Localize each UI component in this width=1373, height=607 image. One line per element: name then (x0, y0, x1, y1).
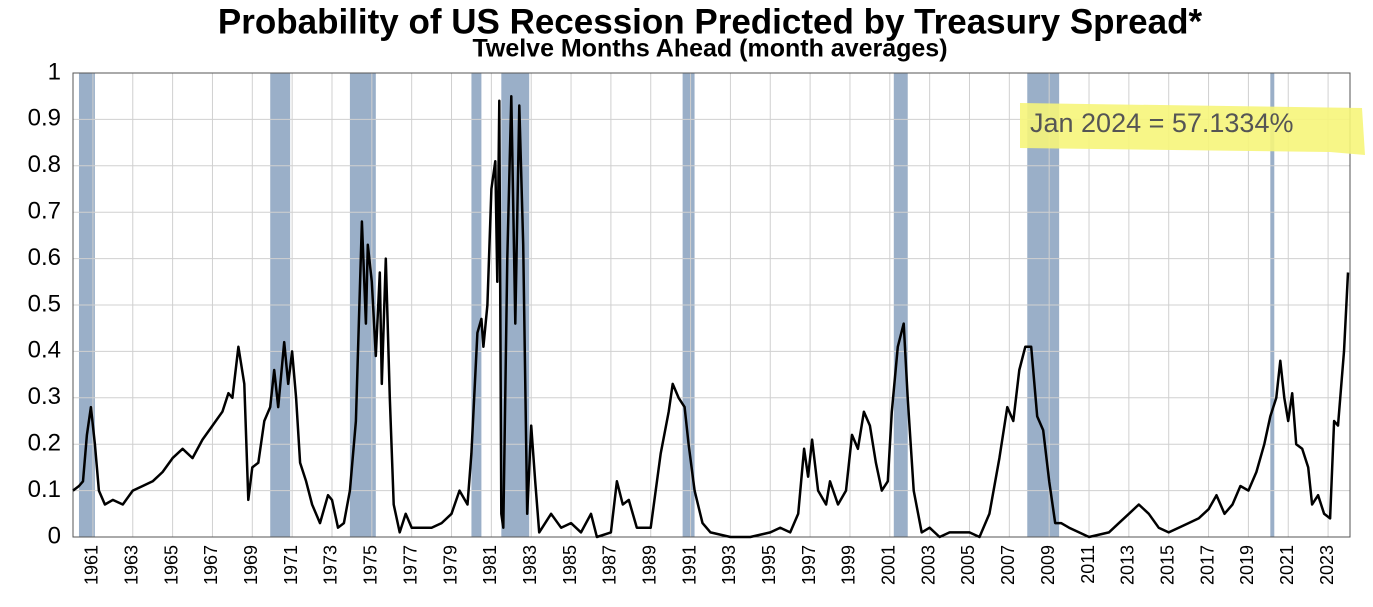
x-tick-label: 2021 (1277, 545, 1297, 585)
y-tick-label: 0.5 (28, 290, 61, 317)
series-line (72, 94, 1350, 539)
y-tick-label: 1 (48, 58, 61, 85)
x-tick-label: 2013 (1118, 545, 1138, 585)
x-tick-label: 1971 (281, 545, 301, 585)
x-tick-label: 1995 (759, 545, 779, 585)
chart-title: Probability of US Recession Predicted by… (218, 2, 1203, 41)
x-tick-label: 1985 (560, 545, 580, 585)
highlight (1020, 103, 1365, 155)
y-tick-label: 0.1 (28, 476, 61, 503)
y-tick-label: 0.7 (28, 198, 61, 225)
x-tick-label: 1965 (161, 545, 181, 585)
y-tick-label: 0.3 (28, 383, 61, 410)
x-tick-label: 1961 (82, 545, 102, 585)
x-tick-label: 1997 (799, 545, 819, 585)
x-tick-label: 1977 (400, 545, 420, 585)
x-tick-label: 2007 (998, 545, 1018, 585)
x-tick-label: 1999 (839, 545, 859, 585)
x-tick-label: 1981 (480, 545, 500, 585)
x-tick-label: 2019 (1237, 545, 1257, 585)
x-tick-label: 2015 (1157, 545, 1177, 585)
chart-subtitle: Twelve Months Ahead (month averages) (472, 35, 947, 63)
x-tick-label: 2001 (879, 545, 899, 585)
y-tick-label: 0.8 (28, 151, 61, 178)
x-tick-label: 2017 (1197, 545, 1217, 585)
x-tick-label: 1991 (679, 545, 699, 585)
x-tick-label: 1979 (440, 545, 460, 585)
x-tick-label: 1963 (122, 545, 142, 585)
y-tick-label: 0.9 (28, 105, 61, 132)
x-tick-label: 2009 (1038, 545, 1058, 585)
x-tick-label: 2003 (918, 545, 938, 585)
x-tick-label: 1975 (361, 545, 381, 585)
x-tick-label: 2005 (958, 545, 978, 585)
y-tick-label: 0.4 (28, 337, 61, 364)
x-tick-label: 2023 (1317, 545, 1337, 585)
plot-frame (72, 72, 1351, 538)
y-tick-label: 0.2 (28, 430, 61, 457)
y-tick-label: 0.6 (28, 244, 61, 271)
x-tick-label: 1983 (520, 545, 540, 585)
x-tick-label: 1987 (600, 545, 620, 585)
annotation: Jan 2024 = 57.1334% (1030, 108, 1293, 138)
y-tick-label: 0 (48, 522, 61, 549)
x-tick-label: 2011 (1078, 545, 1098, 584)
x-tick-label: 1993 (719, 545, 739, 585)
x-tick-label: 1989 (639, 545, 659, 585)
x-tick-label: 1973 (321, 545, 341, 585)
x-tick-label: 1969 (241, 545, 261, 585)
x-tick-label: 1967 (201, 545, 221, 585)
